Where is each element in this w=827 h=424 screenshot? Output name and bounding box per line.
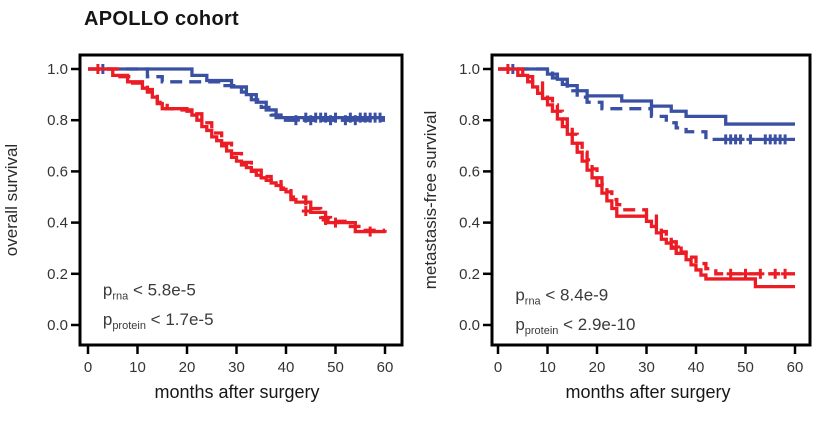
x-tick-label: 0 — [84, 359, 92, 376]
x-tick-label: 20 — [179, 359, 196, 376]
blue-dashed-curve — [88, 67, 385, 122]
x-tick-label: 50 — [737, 359, 754, 376]
x-tick-label: 50 — [327, 359, 344, 376]
red-dashed-curve — [88, 67, 385, 232]
y-axis-label: overall survival — [2, 144, 21, 256]
x-tick-label: 0 — [494, 359, 502, 376]
x-axis-label: months after surgery — [565, 382, 730, 402]
red-solid-curve — [88, 67, 387, 234]
plot-area: 0 10 20 30 40 50 60 1.0 0.8 0.6 0.4 0.2 0.0 prna < 8.… — [459, 53, 812, 376]
y-tick-label: 0.0 — [459, 317, 480, 334]
y-tick-label: 0.4 — [459, 215, 480, 232]
y-tick-label: 0.6 — [47, 163, 68, 180]
x-tick-label: 30 — [228, 359, 245, 376]
y-axis-label: metastasis-free survival — [421, 111, 440, 290]
x-axis-label: months after surgery — [154, 382, 319, 402]
x-tick-label: 60 — [377, 359, 394, 376]
blue-dashed-curve — [498, 67, 795, 142]
y-tick-label: 1.0 — [47, 61, 68, 78]
x-tick-label: 10 — [129, 359, 146, 376]
pvalue-annotation: prna < 8.4e-9 — [515, 286, 608, 308]
y-tick-label: 0.2 — [47, 266, 68, 283]
x-tick-label: 10 — [539, 359, 556, 376]
plot-area: 0 10 20 30 40 50 60 1.0 0.8 0.6 0.4 0.2 0.0 prna < 5.… — [47, 53, 404, 376]
y-tick-label: 0.8 — [47, 112, 68, 129]
x-tick-label: 30 — [638, 359, 655, 376]
blue-solid-curve — [88, 67, 385, 120]
plot-frame — [490, 53, 812, 347]
y-tick-label: 0.4 — [47, 215, 68, 232]
y-tick-label: 0.2 — [459, 266, 480, 283]
pvalue-annotation: prna < 5.8e-5 — [103, 281, 196, 303]
x-tick-label: 40 — [278, 359, 295, 376]
x-tick-label: 20 — [589, 359, 606, 376]
y-tick-label: 0.6 — [459, 163, 480, 180]
y-tick-label: 0.0 — [47, 317, 68, 334]
x-tick-label: 40 — [688, 359, 705, 376]
red-dashed-curve — [498, 67, 795, 276]
metastasis-free-survival-chart: metastasis-free survival months after su… — [421, 53, 812, 402]
plot-frame — [78, 53, 404, 347]
y-tick-label: 0.8 — [459, 112, 480, 129]
figure-title: APOLLO cohort — [84, 8, 240, 30]
x-tick-label: 60 — [787, 359, 804, 376]
y-tick-label: 1.0 — [459, 61, 480, 78]
overall-survival-chart: overall survival months after surgery 0 1… — [2, 53, 404, 402]
pvalue-annotation: pprotein < 1.7e-5 — [103, 310, 214, 332]
pvalue-annotation: pprotein < 2.9e-10 — [515, 315, 635, 337]
